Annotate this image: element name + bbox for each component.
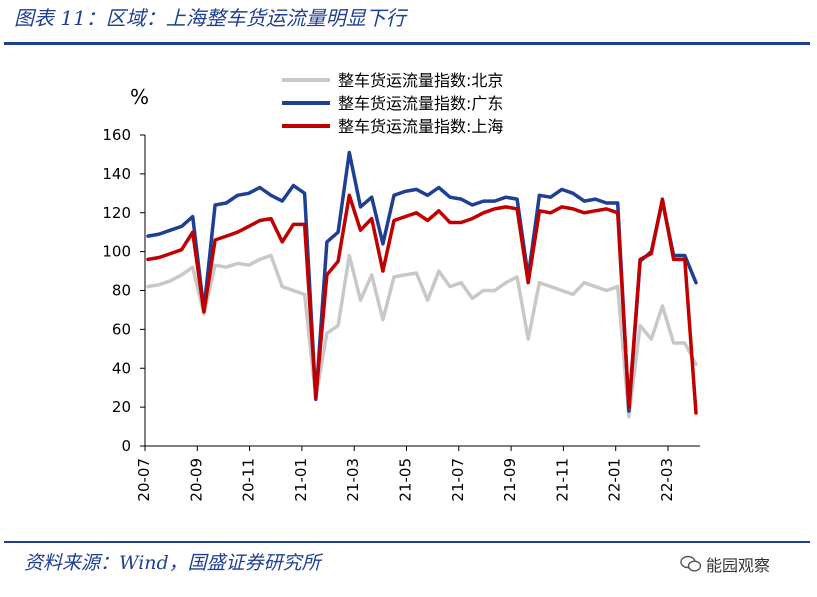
bottom-divider: [4, 541, 810, 543]
x-tick-label: 21-09: [501, 458, 519, 502]
x-tick-label: 21-05: [397, 458, 415, 502]
y-tick-label: 160: [102, 126, 131, 144]
x-tick-label: 21-01: [292, 458, 310, 502]
source-note: 资料来源：Wind，国盛证券研究所: [24, 552, 321, 574]
y-tick-label: 60: [112, 320, 131, 338]
x-tick-label: 22-01: [606, 458, 624, 502]
figure-title: 图表 11：区域：上海整车货运流量明显下行: [14, 6, 406, 30]
wechat-icon: [680, 555, 702, 572]
x-tick-label: 21-03: [344, 458, 362, 502]
y-tick-label: 20: [112, 398, 131, 416]
x-tick-label: 22-03: [658, 458, 676, 502]
series-line-0: [146, 253, 698, 419]
x-tick-label: 21-11: [553, 458, 571, 502]
legend-label: 整车货运流量指数:北京: [338, 71, 503, 90]
top-divider: [4, 42, 810, 45]
y-tick-label: 140: [102, 165, 131, 183]
y-tick-label: 100: [102, 243, 131, 261]
series-line-1: [146, 150, 698, 413]
x-tick-label: 20-09: [187, 458, 205, 502]
y-tick-label: 80: [112, 282, 131, 300]
x-tick-label: 20-11: [240, 458, 258, 502]
legend-label: 整车货运流量指数:广东: [338, 94, 503, 113]
y-axis-unit: %: [130, 85, 149, 109]
y-tick-label: 120: [102, 204, 131, 222]
x-tick-label: 20-07: [135, 458, 153, 502]
series-line-2: [146, 193, 698, 415]
legend-label: 整车货运流量指数:上海: [338, 117, 503, 136]
x-tick-label: 21-07: [449, 458, 467, 502]
y-tick-label: 40: [112, 359, 131, 377]
y-tick-label: 0: [121, 437, 131, 455]
watermark: 能园观察: [680, 552, 770, 576]
watermark-text: 能园观察: [706, 556, 771, 575]
